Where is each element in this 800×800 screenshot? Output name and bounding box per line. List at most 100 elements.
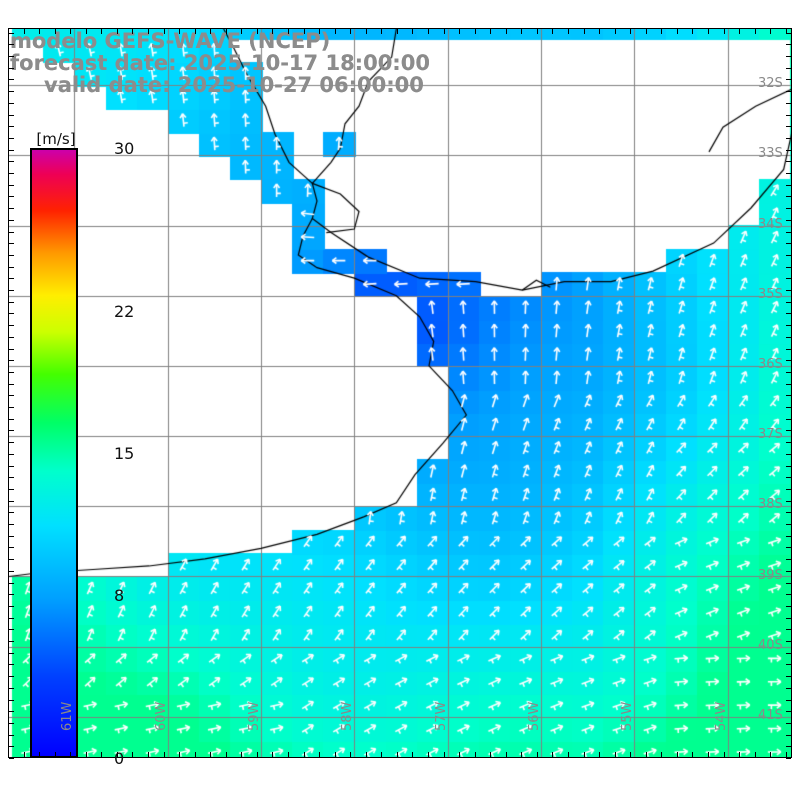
tick-right — [786, 91, 791, 93]
tick-bottom — [630, 752, 632, 757]
lat-label-36S: 36S — [758, 356, 783, 372]
tick-right — [786, 430, 791, 432]
tick-right — [786, 301, 791, 303]
tick-top — [241, 29, 243, 34]
tick-left — [9, 208, 14, 210]
tick-right — [786, 44, 791, 46]
tick-top — [568, 29, 569, 34]
tick-right — [786, 582, 791, 584]
tick-bottom — [723, 752, 725, 757]
tick-left — [9, 219, 14, 221]
tick-top — [521, 29, 523, 34]
tick-left — [9, 453, 14, 455]
tick-bottom — [101, 752, 103, 757]
tick-right — [786, 488, 791, 490]
tick-top — [23, 29, 25, 34]
tick-left — [9, 430, 14, 432]
lat-label-37S: 37S — [758, 427, 783, 443]
tick-right — [786, 746, 791, 748]
tick-top — [272, 29, 274, 34]
tick-left — [9, 488, 14, 490]
tick-left — [9, 278, 14, 280]
tick-left — [9, 231, 14, 233]
tick-bottom — [614, 752, 616, 757]
tick-bottom — [179, 752, 181, 757]
tick-right — [786, 173, 791, 175]
tick-left — [9, 605, 14, 607]
tick-left — [9, 617, 14, 619]
tick-right — [786, 453, 791, 455]
tick-top — [132, 29, 134, 34]
tick-right — [786, 32, 791, 34]
tick-top — [210, 29, 212, 34]
lon-label-54W: 54W — [713, 701, 729, 731]
tick-left — [9, 652, 14, 654]
tick-left — [9, 114, 14, 116]
tick-left — [9, 734, 14, 736]
tick-left — [9, 290, 14, 292]
tick-bottom — [288, 752, 289, 757]
tick-right — [786, 477, 791, 479]
colorbar-tick-15: 15 — [114, 444, 135, 463]
lon-label-58W: 58W — [340, 701, 356, 731]
lat-label-32S: 32S — [758, 76, 783, 92]
tick-right — [786, 278, 791, 280]
tick-right — [786, 465, 791, 467]
tick-top — [505, 29, 507, 34]
tick-left — [9, 711, 14, 713]
colorbar-tick-8: 8 — [114, 586, 125, 606]
tick-right — [786, 149, 791, 151]
tick-top — [70, 29, 72, 34]
tick-bottom — [770, 752, 772, 757]
tick-right — [786, 699, 791, 701]
tick-right — [786, 254, 791, 256]
tick-top — [288, 29, 289, 34]
tick-left — [9, 196, 14, 198]
tick-left — [9, 32, 14, 34]
tick-top — [194, 29, 196, 34]
tick-left — [9, 371, 14, 373]
tick-bottom — [132, 752, 134, 757]
lat-label-40S: 40S — [758, 637, 783, 653]
tick-left — [9, 348, 14, 350]
tick-top — [303, 29, 305, 34]
tick-left — [9, 126, 14, 128]
tick-left — [9, 149, 14, 151]
tick-right — [786, 652, 791, 654]
tick-top — [630, 29, 632, 34]
tick-right — [786, 734, 791, 736]
lon-label-55W: 55W — [620, 701, 636, 731]
tick-right — [786, 559, 791, 561]
tick-top — [319, 29, 321, 34]
tick-bottom — [194, 752, 196, 757]
tick-left — [9, 184, 14, 186]
tick-bottom — [256, 752, 258, 757]
colorbar[interactable]: 30 22 15 8 0 — [30, 139, 134, 768]
tick-left — [9, 559, 14, 561]
tick-top — [350, 29, 352, 34]
tick-right — [786, 407, 791, 409]
lon-label-59W: 59W — [247, 701, 262, 731]
tick-right — [786, 79, 791, 81]
colorbar-tick-0: 0 — [114, 749, 125, 768]
lon-label-61W: 61W — [60, 701, 76, 731]
tick-top — [412, 29, 414, 34]
tick-top — [443, 29, 445, 34]
tick-right — [786, 535, 791, 537]
tick-left — [9, 313, 14, 315]
tick-bottom — [303, 752, 305, 757]
tick-bottom — [365, 752, 367, 757]
tick-left — [9, 102, 14, 104]
map-plot-area[interactable] — [8, 28, 792, 758]
tick-bottom — [552, 752, 554, 757]
tick-bottom — [505, 752, 507, 757]
tick-right — [786, 137, 791, 139]
wind-field-canvas[interactable] — [9, 29, 791, 757]
forecast-date-label: forecast date: 2025-10-17 18:00:00 — [10, 51, 430, 75]
tick-bottom — [645, 752, 647, 757]
tick-top — [490, 29, 492, 34]
tick-left — [9, 664, 14, 666]
colorbar-tick-30: 30 — [114, 139, 135, 158]
tick-right — [786, 266, 791, 268]
